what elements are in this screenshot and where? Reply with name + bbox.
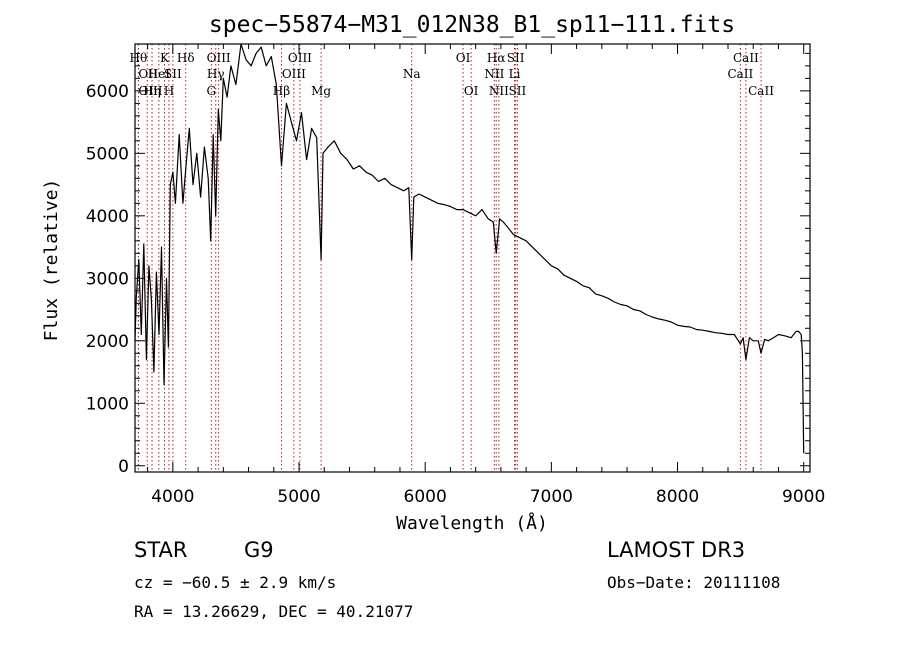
x-tick-label: 8000 (656, 487, 699, 507)
chart-title: spec−55874−M31_012N38_B1_sp11−111.fits (209, 12, 735, 38)
object-class: STAR (134, 538, 187, 562)
coordinates-label: RA = 13.26629, DEC = 40.21077 (134, 602, 414, 621)
x-axis: 4000 5000 6000 7000 8000 9000 (147, 44, 825, 507)
x-tick-label: 7000 (530, 487, 573, 507)
plot-frame (134, 43, 811, 473)
line-label-caii: CaII (748, 84, 774, 98)
y-tick-label: 6000 (86, 82, 129, 102)
line-label-h: H (164, 84, 174, 98)
line-label-hθ: Hθ (130, 51, 148, 65)
line-label-hei: HeI (148, 67, 171, 81)
line-label-oiii: OIII (207, 51, 231, 65)
line-label-oi: OI (464, 84, 479, 98)
line-label-caii: CaII (733, 51, 759, 65)
y-tick-label: 0 (118, 457, 129, 477)
y-tick-label: 4000 (86, 207, 129, 227)
line-label-nii: NII (484, 67, 504, 81)
line-label-hα: Hα (487, 51, 506, 65)
line-label-oi: OI (456, 51, 471, 65)
obs-date-label: Obs−Date: 20111108 (607, 573, 781, 592)
line-label-caii: CaII (727, 67, 753, 81)
class-label: STAR (134, 538, 188, 562)
y-tick-label: 5000 (86, 144, 129, 164)
y-tick-label: 1000 (86, 394, 129, 414)
line-label-sii: SII (164, 67, 182, 81)
y-axis: 0 1000 2000 3000 4000 5000 6000 (86, 52, 810, 477)
line-label-hβ: Hβ (273, 84, 290, 98)
line-label-k: K (160, 51, 170, 65)
x-tick-label: 6000 (404, 487, 447, 507)
survey-label: LAMOST DR3 (607, 538, 746, 562)
redshift-label: cz = −60.5 ± 2.9 km/s (134, 573, 337, 592)
spectral-line-markers (137, 44, 762, 472)
line-label-g: G (207, 84, 217, 98)
x-tick-label: 4000 (151, 487, 194, 507)
line-label-mg: Mg (311, 84, 331, 98)
y-tick-label: 2000 (86, 332, 129, 352)
line-label-oiii: OIII (288, 51, 312, 65)
y-axis-label: Flux (relative) (41, 179, 62, 342)
object-subclass: G9 (244, 538, 274, 562)
x-tick-label: 9000 (782, 487, 825, 507)
line-label-hδ: Hδ (177, 51, 195, 65)
line-label-na: Na (403, 67, 421, 81)
subclass-label: G9 (244, 538, 274, 562)
spectrum-line (134, 43, 805, 454)
line-label-hγ: Hγ (207, 67, 225, 81)
line-label-nii: NII (489, 84, 509, 98)
x-tick-label: 5000 (277, 487, 320, 507)
line-label-oii: OII (138, 67, 158, 81)
line-label-hη: Hη (143, 84, 161, 98)
y-tick-label: 3000 (86, 269, 129, 289)
x-axis-label: Wavelength (Å) (396, 512, 548, 534)
line-label-sii: SII (507, 51, 525, 65)
line-label-sii: SII (509, 84, 527, 98)
line-label-li: Li (509, 67, 521, 81)
line-label-oiii: OIII (138, 84, 162, 98)
line-label-oiii: OIII (282, 67, 306, 81)
